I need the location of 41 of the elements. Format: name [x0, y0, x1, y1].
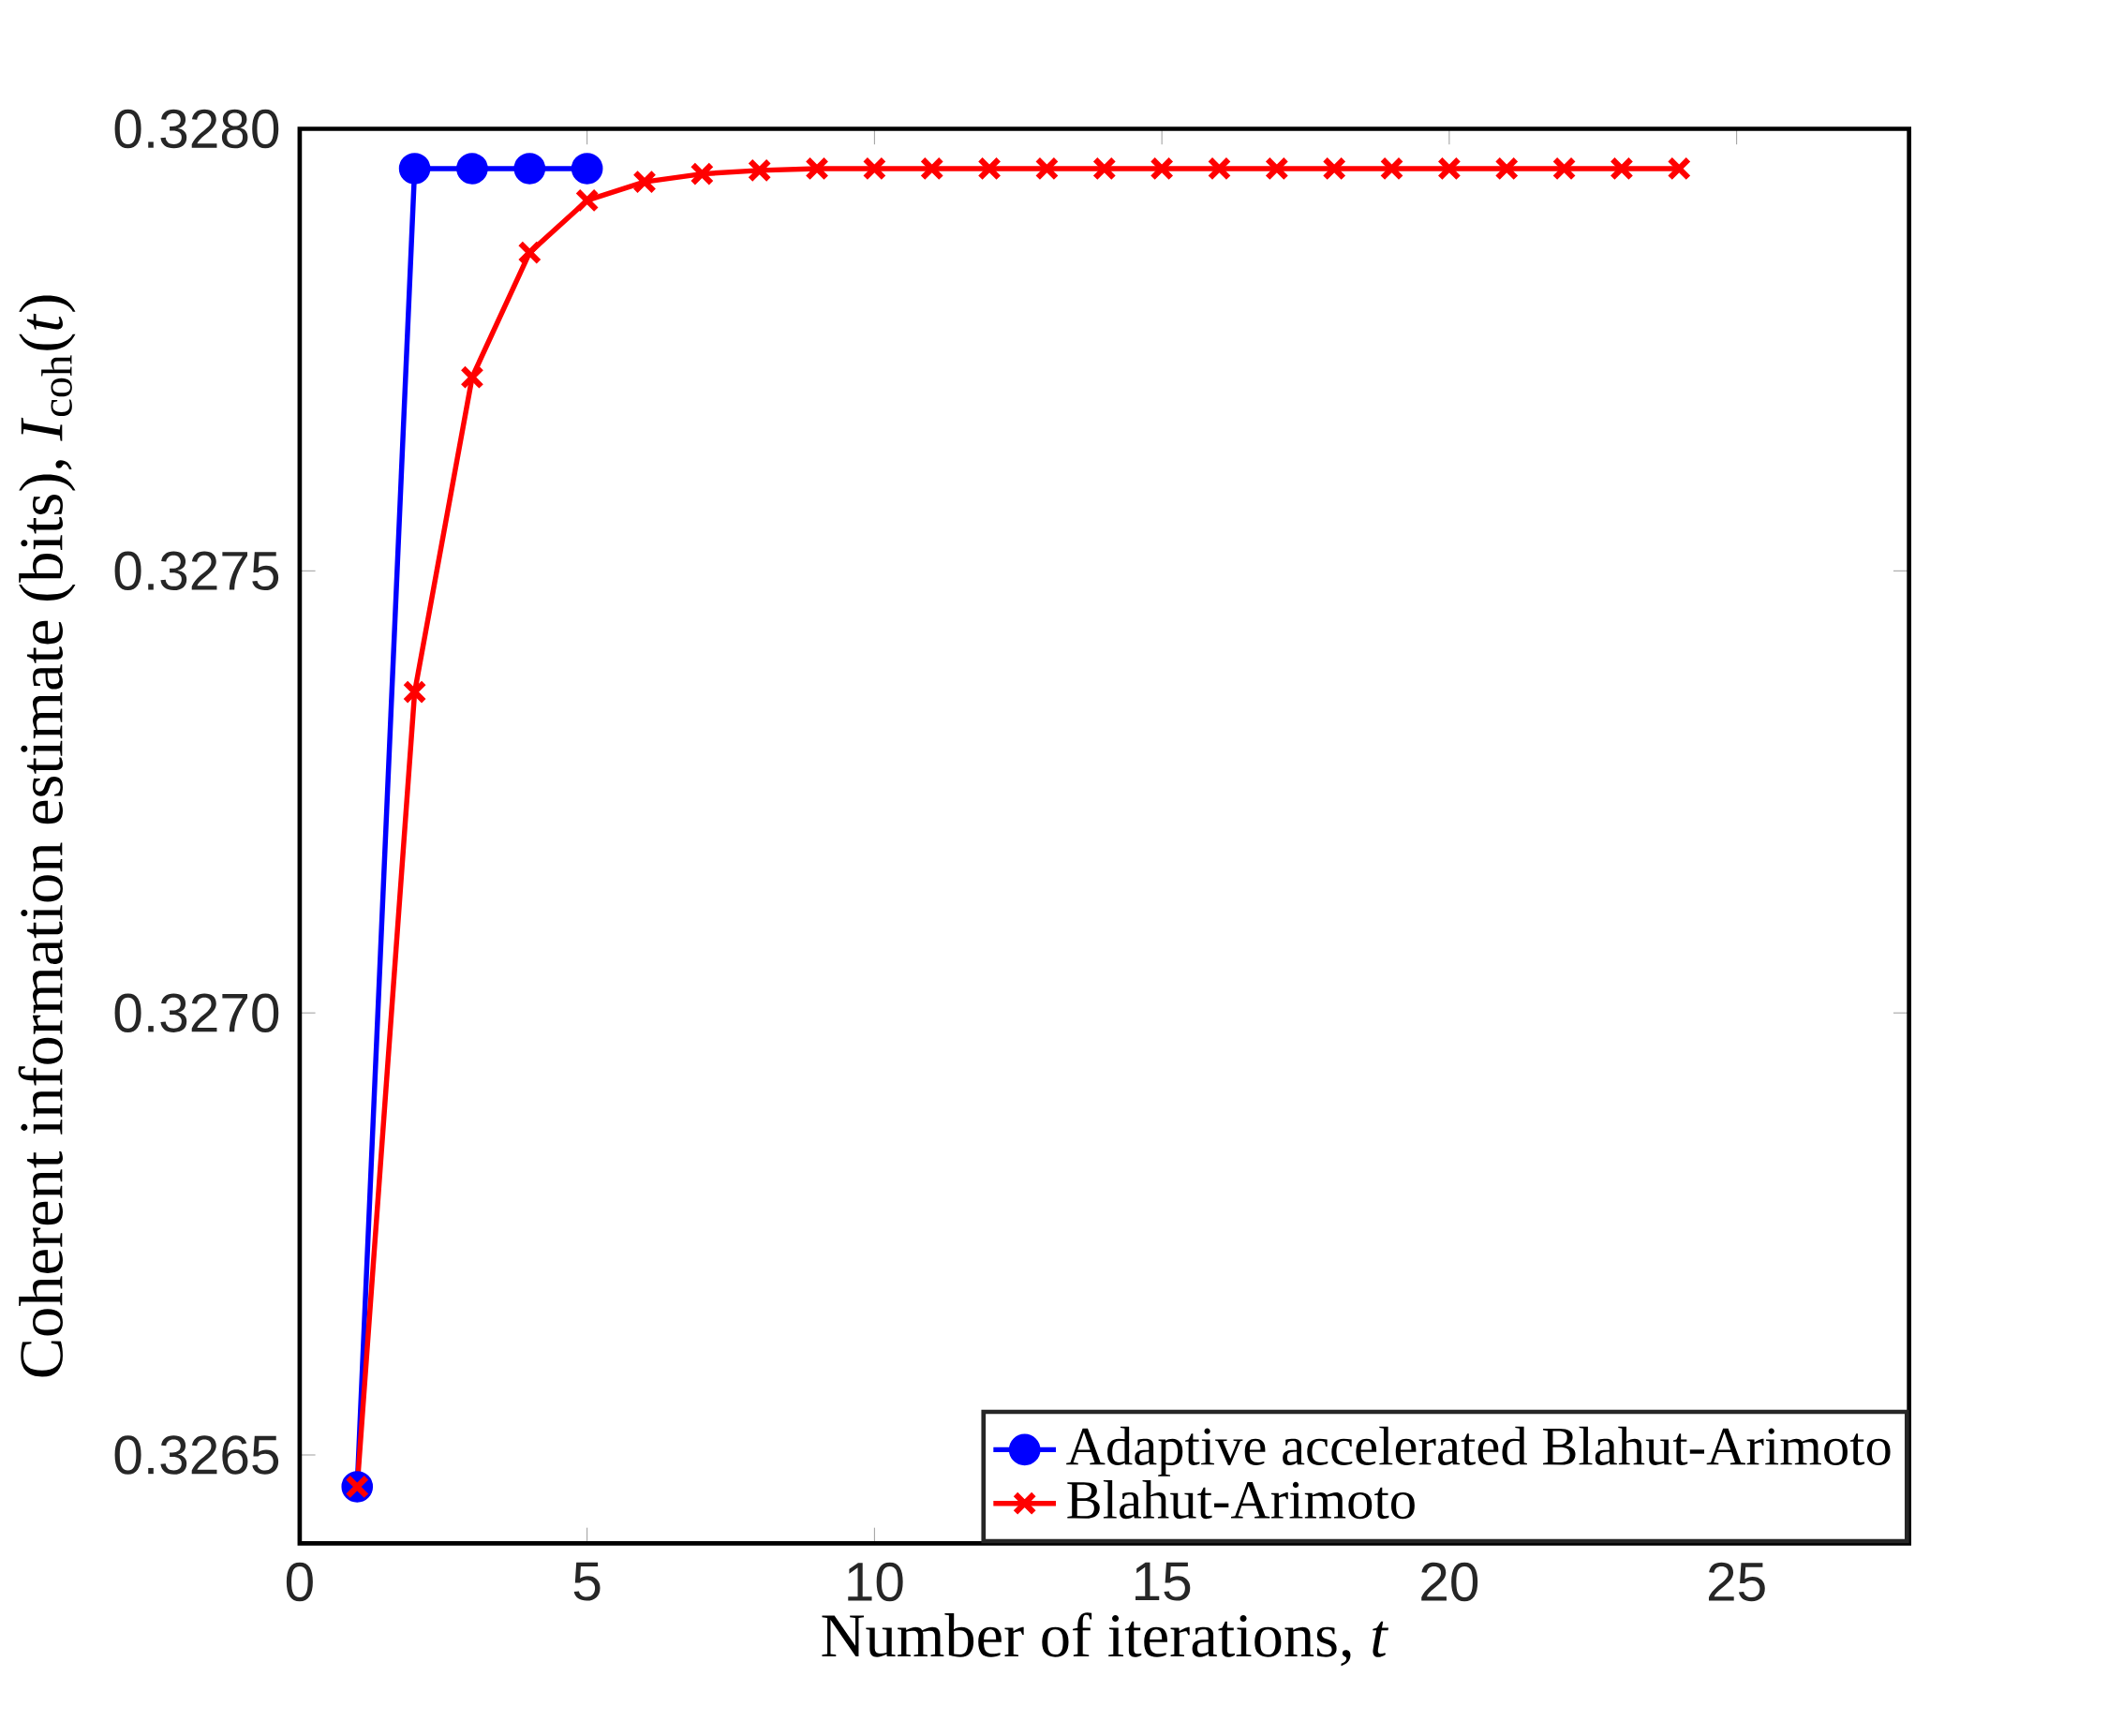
x-tick-label: 5: [573, 1562, 601, 1601]
point: [571, 153, 603, 185]
point: [805, 156, 829, 181]
x-axis-title: Number of iterations, t: [822, 1612, 1389, 1667]
point: [398, 153, 431, 185]
point: [1610, 156, 1634, 181]
point: [977, 156, 1002, 181]
x-tick-label: 0: [286, 1562, 313, 1602]
point: [1034, 156, 1060, 181]
point: [1494, 156, 1520, 181]
point: [1667, 156, 1692, 181]
y-tick-label: 0.3270: [114, 993, 279, 1032]
point: [1265, 156, 1289, 181]
point: [747, 158, 772, 183]
y-tick-label: 0.3280: [114, 109, 279, 149]
point: [513, 153, 546, 185]
point: [1379, 156, 1404, 181]
point: [690, 161, 715, 186]
y-tick-label: 0.3275: [114, 551, 279, 591]
point: [1437, 156, 1462, 181]
x-tick-label: 10: [848, 1562, 903, 1602]
point: [402, 679, 427, 705]
point: [1322, 156, 1346, 181]
point: [574, 188, 600, 213]
y-tick-label: 0.3265: [114, 1435, 279, 1475]
legend-label: Blahut-Arimoto: [1067, 1479, 1415, 1520]
point: [460, 364, 484, 390]
point: [1551, 156, 1577, 181]
point: [632, 170, 657, 194]
point: [1150, 156, 1174, 181]
x-tick-label: 15: [1136, 1562, 1191, 1601]
legend-label: Adaptive accelerated Blahut-Arimoto: [1066, 1426, 1891, 1476]
point: [1091, 156, 1117, 181]
point: [862, 156, 887, 181]
y-axis-title: Coherent information estimate (bits), I$_{coh}$(t): [18, 295, 76, 1377]
point: [1207, 156, 1232, 181]
point: [456, 153, 488, 185]
x-tick-label: 20: [1421, 1562, 1478, 1602]
x-tick-label: 25: [1708, 1562, 1765, 1602]
point: [517, 240, 542, 265]
point: [919, 156, 944, 181]
